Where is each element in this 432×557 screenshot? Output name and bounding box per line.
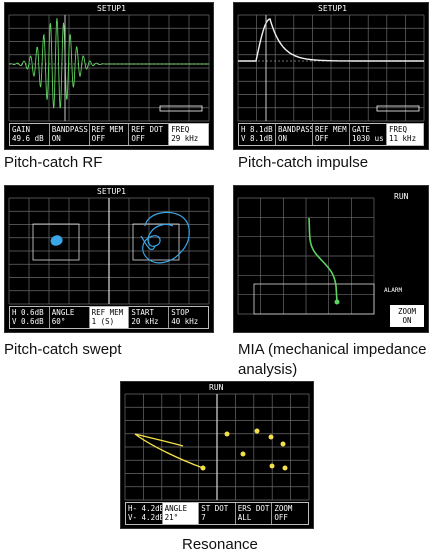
swept-angle-cell[interactable]: ANGLE 60° — [50, 307, 90, 328]
resonance-dot — [269, 463, 275, 469]
resonance-angle-cell[interactable]: ANGLE 21° — [162, 503, 200, 524]
swept-start-cell[interactable]: START 20 kHz — [129, 307, 170, 328]
mia-zoom-button[interactable]: ZOOM ON — [390, 305, 424, 327]
resonance-stdot-cell[interactable]: ST DOT 7 — [199, 503, 236, 524]
resonance-dot — [240, 451, 246, 457]
resonance-ersdot-cell[interactable]: ERS DOT ALL — [236, 503, 273, 524]
resonance-dot — [280, 441, 286, 447]
rf-refdot-cell[interactable]: REF DOT OFF — [129, 124, 170, 145]
swept-left-zoom-box — [32, 223, 80, 261]
mia-trace — [308, 217, 338, 303]
pitch-catch-rf-screen: SETUP1 GAIN 49.6 dB BANDPASS ON REF MEM OFF… — [4, 2, 214, 150]
mia-impedance-plot — [237, 197, 375, 315]
resonance-status-bar: H- 4.2dB V- 4.2dB ANGLE 21° ST DOT 7 ERS DO… — [125, 502, 309, 525]
mia-screen: RUN ALARM ZOOM ON — [233, 185, 429, 333]
mia-zoom-label: ZOOM — [397, 307, 417, 316]
resonance-dot — [282, 465, 288, 471]
resonance-plots — [124, 393, 310, 501]
resonance-left-trace — [134, 433, 204, 469]
impulse-waveform-plot — [237, 14, 425, 122]
swept-stop-cell[interactable]: STOP 40 kHz — [171, 308, 199, 326]
rf-status-bar: GAIN 49.6 dB BANDPASS ON REF MEM OFF REF DO… — [9, 123, 209, 146]
rf-grid — [8, 14, 210, 122]
impulse-scale-bar — [376, 105, 420, 112]
resonance-dot-group — [224, 428, 288, 471]
rf-scale-bar — [159, 105, 203, 112]
swept-refmem-cell[interactable]: REF MEM 1 (S) — [89, 307, 130, 328]
impulse-status-bar: H 8.1dB V 8.1dB BANDPASS ON REF MEM OFF GAT… — [238, 123, 424, 146]
resonance-dot — [268, 434, 274, 440]
rf-waveform-plot — [8, 14, 210, 122]
rf-freq-cell[interactable]: FREQ 29 kHz — [169, 124, 208, 145]
swept-title: SETUP1 — [97, 187, 126, 196]
swept-gain-cell[interactable]: H 0.6dB V 0.6dB — [10, 307, 50, 328]
swept-impedance-plots — [8, 197, 210, 305]
impulse-gain-cell[interactable]: H 8.1dB V 8.1dB — [239, 124, 276, 145]
mia-caption-line2: analysis) — [238, 361, 298, 378]
impulse-grid — [237, 14, 425, 122]
swept-caption: Pitch-catch swept — [4, 341, 122, 358]
swept-right-zoom-box — [132, 223, 180, 261]
impulse-freq-cell[interactable]: FREQ 11 kHz — [387, 124, 423, 145]
pitch-catch-impulse-screen: SETUP1 H 8.1dB V 8.1dB BANDPASS ON REF MEM… — [233, 2, 429, 150]
resonance-gain-cell[interactable]: H- 4.2dB V- 4.2dB — [128, 503, 163, 524]
resonance-title: RUN — [209, 383, 224, 392]
pitch-catch-swept-screen: SETUP1 H 0.6dB V 0.6dB ANGLE 60° REF MEM 1 … — [4, 185, 214, 333]
resonance-left-end-dot — [200, 465, 206, 471]
rf-title: SETUP1 — [97, 4, 126, 13]
resonance-caption: Resonance — [182, 536, 258, 553]
mia-run-label: RUN — [394, 192, 409, 201]
resonance-dot — [224, 431, 230, 437]
resonance-zoom-cell[interactable]: ZOOM OFF — [274, 504, 293, 522]
mia-caption-line1: MIA (mechanical impedance — [238, 341, 427, 358]
mia-trace-end-dot — [334, 299, 340, 305]
swept-left-trace — [50, 235, 63, 246]
swept-status-bar: H 0.6dB V 0.6dB ANGLE 60° REF MEM 1 (S) STA… — [9, 306, 209, 329]
mia-zoom-value: ON — [402, 316, 412, 325]
mia-alarm-label: ALARM — [384, 287, 403, 294]
rf-caption: Pitch-catch RF — [4, 154, 103, 171]
impulse-gate-cell[interactable]: GATE 1030 us — [350, 124, 387, 145]
mia-grid — [237, 197, 375, 315]
resonance-screen: RUN H- 4.2dB V- 4.2dB ANGLE 21° ST DOT 7 ER… — [120, 381, 314, 529]
impulse-refmem-cell[interactable]: REF MEM OFF — [313, 124, 350, 145]
impulse-title: SETUP1 — [318, 4, 347, 13]
resonance-dot — [254, 428, 260, 434]
impulse-caption: Pitch-catch impulse — [238, 154, 369, 171]
rf-gain-cell[interactable]: GAIN 49.6 dB — [10, 124, 50, 145]
mia-alarm-box — [253, 283, 375, 315]
rf-bandpass-cell[interactable]: BANDPASS ON — [51, 124, 90, 145]
impulse-bandpass-cell[interactable]: BANDPASS ON — [278, 124, 313, 145]
rf-refmem-cell[interactable]: REF MEM OFF — [90, 124, 130, 145]
swept-right-trace — [140, 211, 190, 264]
